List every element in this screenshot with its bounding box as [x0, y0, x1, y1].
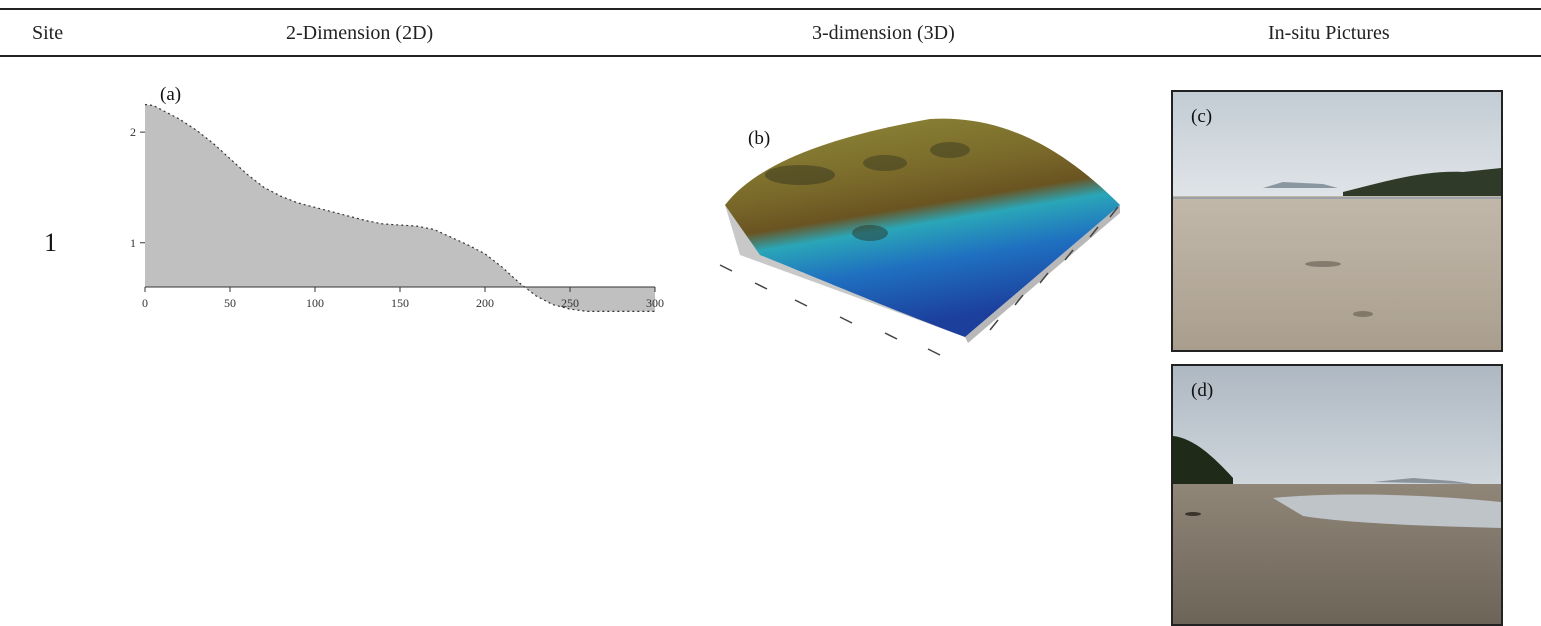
x-tick-label: 50 — [224, 296, 236, 310]
terrain-axis-ticks — [719, 206, 1119, 356]
panel-label-d: (d) — [1191, 380, 1214, 401]
profile-area — [145, 104, 655, 312]
beach-photo-d-image — [1173, 366, 1501, 624]
x-tick-label: 300 — [646, 296, 664, 310]
insitu-photo-d: (d) — [1171, 364, 1503, 626]
x-tick-label: 0 — [142, 296, 148, 310]
y-tick-label: 2 — [130, 125, 136, 139]
terrain-surface — [725, 118, 1120, 337]
panel-label-b: (b) — [748, 128, 771, 149]
site-number: 1 — [44, 228, 57, 257]
x-tick-label: 250 — [561, 296, 579, 310]
x-tick-label: 200 — [476, 296, 494, 310]
header-site: Site — [32, 22, 64, 44]
table-top-rule — [0, 8, 1541, 10]
terrain-shadow — [863, 155, 907, 171]
terrain-front-wall — [965, 205, 1120, 343]
terrain-shadow — [765, 165, 835, 185]
terrain-shadow — [930, 142, 970, 158]
terrain-3d-image — [719, 118, 1120, 356]
x-tick-label: 150 — [391, 296, 409, 310]
header-2d: 2-Dimension (2D) — [286, 22, 434, 44]
table-header-rule — [0, 55, 1541, 57]
header-3d: 3-dimension (3D) — [812, 22, 955, 44]
x-tick-label: 100 — [306, 296, 324, 310]
panel-label-a: (a) — [160, 84, 182, 105]
profile-line — [144, 103, 655, 312]
profile-chart: 0 50 100 150 200 250 300 1 2 — [130, 103, 664, 312]
header-photos: In-situ Pictures — [1268, 22, 1390, 44]
y-tick-label: 1 — [130, 236, 136, 250]
insitu-photo-c: (c) — [1171, 90, 1503, 352]
terrain-shadow — [852, 225, 888, 241]
beach-photo-c-image — [1173, 92, 1501, 350]
panel-label-c: (c) — [1191, 106, 1213, 127]
